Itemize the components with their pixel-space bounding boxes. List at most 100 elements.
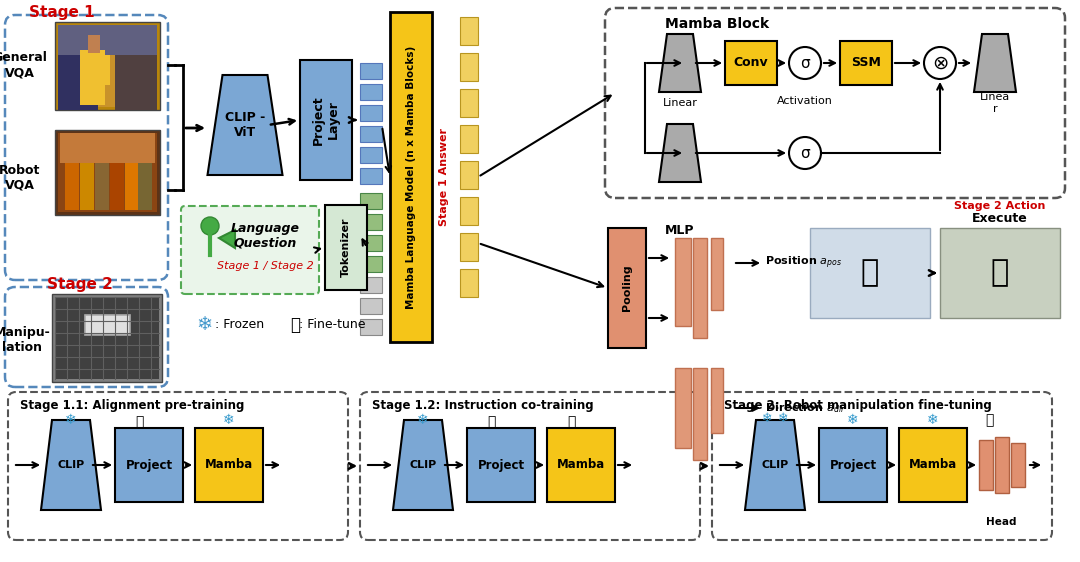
Bar (58, 133, 157, 212)
Text: Stage 1.2: Instruction co-training: Stage 1.2: Instruction co-training (372, 400, 594, 413)
Bar (460, 269, 478, 297)
Bar (711, 368, 723, 433)
Text: Head: Head (986, 517, 1016, 527)
Bar (360, 298, 382, 314)
Text: Manipu-
lation: Manipu- lation (0, 326, 51, 354)
Text: CLIP: CLIP (409, 460, 436, 470)
Bar (460, 125, 478, 153)
Bar (460, 89, 478, 117)
Text: Conv: Conv (733, 57, 768, 70)
Text: ❄: ❄ (224, 413, 234, 427)
Bar (360, 214, 382, 230)
Text: Pooling: Pooling (622, 265, 632, 311)
Text: Project: Project (829, 459, 877, 472)
Bar (55, 130, 160, 215)
Text: Position $a_{pos}$: Position $a_{pos}$ (765, 255, 842, 271)
Text: Execute: Execute (972, 211, 1028, 224)
Bar (58, 25, 157, 107)
Text: MLP: MLP (665, 224, 694, 237)
Bar (608, 228, 646, 348)
Text: Project: Project (477, 459, 525, 472)
Bar (360, 168, 382, 184)
Text: Linea
r: Linea r (980, 92, 1010, 114)
Text: Linear: Linear (662, 98, 698, 108)
Text: Stage 1 Answer: Stage 1 Answer (438, 128, 449, 226)
Text: Language
Question: Language Question (231, 222, 300, 250)
Text: Robot
VQA: Robot VQA (0, 164, 41, 192)
Bar (114, 428, 183, 502)
Circle shape (924, 47, 956, 79)
Text: : Frozen: : Frozen (215, 319, 265, 332)
Bar (125, 160, 139, 210)
Text: Stage 1: Stage 1 (29, 4, 95, 20)
Text: 🔥: 🔥 (567, 415, 576, 429)
Text: 🔥: 🔥 (487, 415, 496, 429)
Text: Mamba: Mamba (205, 459, 253, 472)
Bar (360, 319, 382, 335)
Bar (467, 428, 535, 502)
Text: Stage 2: Robot manipulation fine-tuning: Stage 2: Robot manipulation fine-tuning (724, 400, 991, 413)
Text: 🔥: 🔥 (985, 413, 994, 427)
Bar (80, 50, 105, 105)
Text: ❄: ❄ (197, 315, 213, 334)
Bar (899, 428, 967, 502)
Polygon shape (393, 420, 453, 510)
Text: ❄: ❄ (417, 413, 429, 427)
Bar (1011, 443, 1025, 487)
Bar (725, 41, 777, 85)
Bar (65, 160, 79, 210)
Bar (460, 161, 478, 189)
Bar (360, 147, 382, 163)
Bar (55, 22, 160, 110)
Circle shape (201, 217, 219, 235)
Bar (75, 45, 110, 85)
Text: CLIP -
ViT: CLIP - ViT (225, 111, 265, 139)
Bar (300, 60, 352, 180)
Text: Mamba: Mamba (557, 459, 605, 472)
Bar (460, 53, 478, 81)
Polygon shape (659, 124, 701, 182)
Text: σ: σ (800, 146, 810, 161)
Bar (360, 63, 382, 79)
Circle shape (789, 47, 821, 79)
Polygon shape (745, 420, 805, 510)
Text: ⊗: ⊗ (932, 53, 948, 72)
Bar (995, 437, 1009, 493)
Text: ❄: ❄ (778, 411, 788, 424)
Text: Stage 2: Stage 2 (48, 277, 113, 292)
Bar (360, 84, 382, 100)
Text: 🤖: 🤖 (990, 259, 1009, 288)
Bar (360, 277, 382, 293)
Text: SSM: SSM (851, 57, 881, 70)
Text: Tokenizer: Tokenizer (341, 217, 351, 277)
Text: Direction $a_{dir}$: Direction $a_{dir}$ (765, 401, 846, 415)
Polygon shape (207, 75, 283, 175)
Bar (840, 41, 892, 85)
Bar (546, 428, 615, 502)
Text: General
VQA: General VQA (0, 51, 48, 79)
Bar (360, 193, 382, 209)
Bar (87, 35, 100, 53)
FancyBboxPatch shape (181, 206, 319, 294)
Text: Mamba: Mamba (909, 459, 957, 472)
Text: Activation: Activation (778, 96, 833, 106)
Bar (360, 105, 382, 121)
Bar (52, 294, 162, 382)
Polygon shape (41, 420, 102, 510)
Text: Mamba Language Model (n x Mamba Blocks): Mamba Language Model (n x Mamba Blocks) (406, 46, 416, 309)
Bar (80, 160, 94, 210)
Text: 🔥: 🔥 (291, 316, 300, 334)
Text: 🦾: 🦾 (861, 259, 879, 288)
Bar (810, 228, 930, 318)
Bar (693, 368, 707, 460)
Text: ❄: ❄ (761, 411, 772, 424)
Bar (60, 133, 156, 163)
Text: CLIP: CLIP (57, 460, 84, 470)
Text: 🔥: 🔥 (135, 415, 144, 429)
Bar (58, 25, 157, 55)
Bar (978, 440, 993, 490)
Bar (819, 428, 887, 502)
Circle shape (789, 137, 821, 169)
Bar (55, 297, 159, 379)
Bar (360, 256, 382, 272)
